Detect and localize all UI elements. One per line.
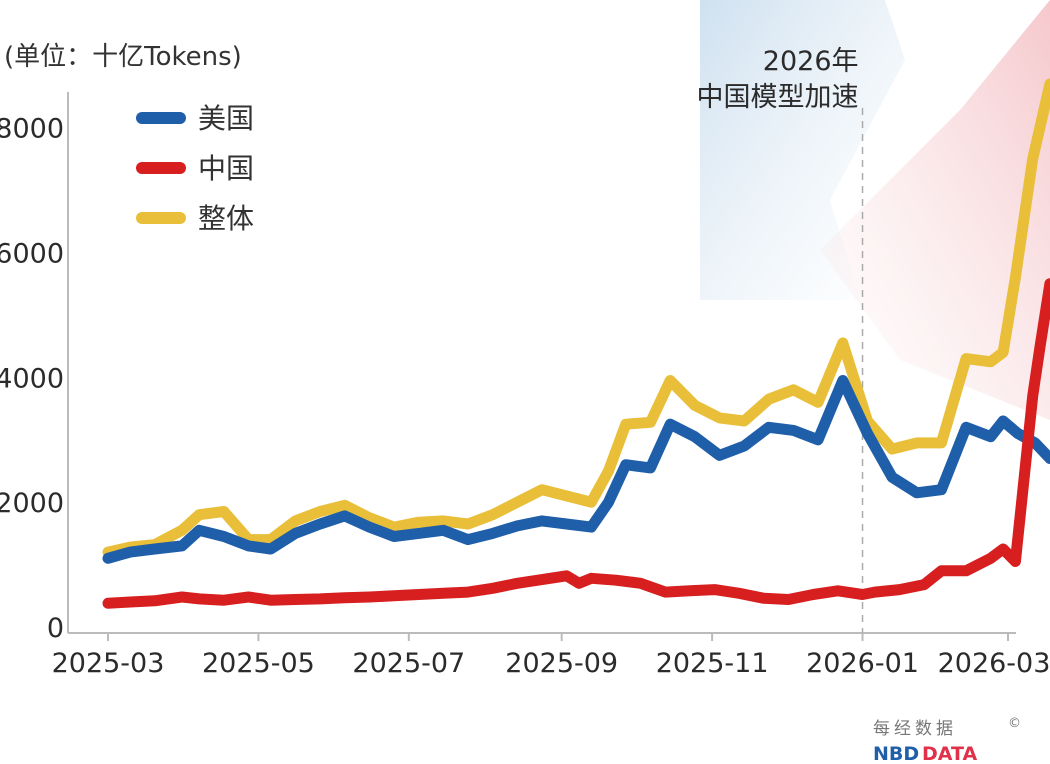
x-tick-label: 2026-01 [806, 648, 919, 679]
series-lines [102, 78, 1050, 609]
y-tick-labels: 0 2000 4000 6000 8000 [0, 114, 64, 644]
brand-logo: 每经数据 © NBD DATA [873, 716, 1021, 764]
y-tick-label: 4000 [0, 363, 64, 394]
legend-label: 美国 [198, 102, 254, 135]
y-tick-label: 2000 [0, 488, 64, 519]
background-decoration [700, 0, 1050, 420]
annotation-text: 中国模型加速 [697, 82, 859, 113]
legend-label: 整体 [198, 202, 254, 235]
y-tick-label: 6000 [0, 239, 64, 270]
series-line-0 [102, 375, 1050, 564]
x-tick-labels: 2025-03 2025-05 2025-07 2025-09 2025-11 2026-… [52, 633, 1050, 679]
brand-chinese: 每经数据 [873, 719, 957, 739]
x-tick-label: 2025-11 [656, 648, 769, 679]
brand-data: DATA [922, 743, 977, 764]
brand-copyright: © [1008, 716, 1021, 731]
unit-label: (单位：十亿Tokens) [4, 42, 242, 72]
y-tick-label: 8000 [0, 114, 64, 145]
x-tick-label: 2025-07 [352, 648, 465, 679]
annotation-year: 2026年 [763, 46, 859, 77]
x-tick-label: 2025-05 [202, 648, 315, 679]
series-line-2 [102, 78, 1050, 558]
x-tick-label: 2026-03 [938, 648, 1050, 679]
brand-nbd: NBD [873, 743, 919, 764]
legend-label: 中国 [198, 152, 254, 185]
y-tick-label: 0 [47, 613, 64, 644]
x-tick-label: 2025-09 [505, 648, 618, 679]
series-line-1 [102, 278, 1050, 609]
x-tick-label: 2025-03 [52, 648, 165, 679]
